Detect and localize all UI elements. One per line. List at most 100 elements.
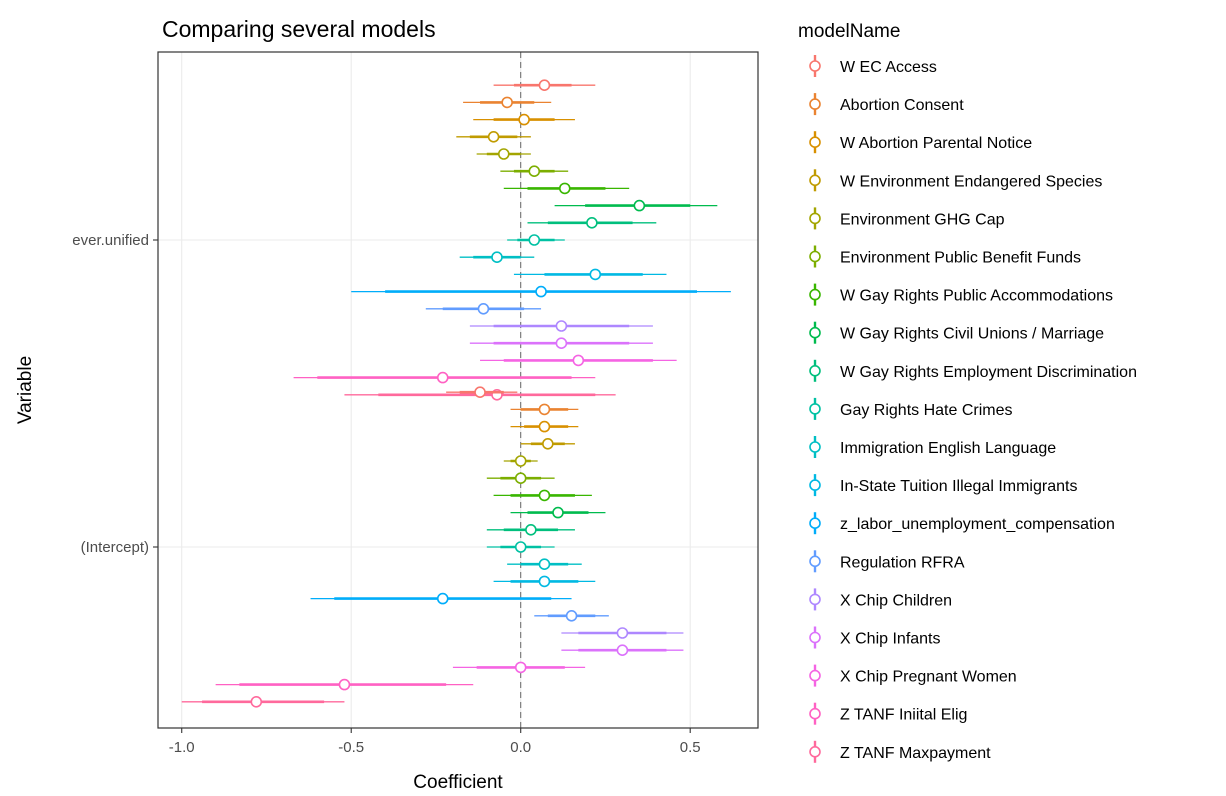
coef-mark [486, 541, 555, 553]
point-estimate [477, 302, 490, 315]
coef-mark [561, 644, 684, 657]
coef-mark [513, 268, 667, 281]
point-estimate [250, 695, 263, 708]
legend-key-point [809, 631, 821, 644]
legend-label: Regulation RFRA [840, 554, 965, 571]
legend-key-point [809, 441, 821, 453]
point-estimate [552, 506, 564, 519]
coef-mark [493, 79, 596, 91]
legend-label: W EC Access [840, 59, 937, 76]
point-estimate [338, 678, 351, 691]
x-axis-ticks: -1.0 -0.5 0.0 0.5 [169, 728, 701, 756]
y-axis-title: Variable [15, 356, 36, 424]
point-estimate [528, 234, 541, 246]
coef-mark [493, 489, 592, 502]
point-estimate [497, 148, 510, 160]
legend-label: W Gay Rights Civil Unions / Marriage [840, 326, 1104, 343]
coef-mark [554, 199, 718, 212]
legend-item: Immigration English Language [809, 436, 1056, 458]
coef-mark [425, 302, 542, 315]
legend-item: Z TANF Maxpayment [809, 740, 991, 763]
coef-mark [351, 285, 731, 298]
coef-mark [510, 506, 606, 519]
point-estimate [586, 217, 598, 229]
legend-label: Environment Public Benefit Funds [840, 250, 1081, 267]
point-estimate [565, 609, 578, 622]
point-estimate [538, 420, 551, 433]
legend-label: Abortion Consent [840, 97, 964, 114]
point-estimate [514, 455, 527, 467]
coef-mark [469, 337, 653, 350]
legend-label: Z TANF Maxpayment [840, 745, 991, 762]
coef-mark [310, 592, 572, 605]
legend-label: W Abortion Parental Notice [840, 135, 1032, 152]
legend-key-point [809, 174, 821, 187]
coef-mark [534, 609, 609, 622]
legend-item: W EC Access [809, 55, 937, 77]
legend-item: X Chip Pregnant Women [809, 664, 1017, 687]
coef-mark [293, 371, 596, 384]
legend-item: W Environment Endangered Species [809, 169, 1102, 192]
legend-item: z_labor_unemployment_compensation [809, 512, 1115, 535]
point-estimate [491, 251, 503, 264]
legend-label: X Chip Infants [840, 631, 941, 648]
panel-border [157, 51, 759, 729]
x-axis-title: Coefficient [413, 772, 503, 793]
series-marks [181, 79, 731, 708]
coef-mark [507, 558, 582, 571]
point-estimate [589, 268, 602, 281]
coef-mark [503, 182, 630, 195]
legend-title: modelName [798, 21, 900, 42]
point-estimate [616, 644, 629, 657]
legend-key-point [809, 288, 821, 301]
point-estimate [514, 661, 527, 674]
legend-item: Z TANF Iniital Elig [809, 702, 967, 725]
point-estimate [514, 472, 527, 485]
point-estimate [572, 354, 585, 367]
coef-mark [480, 354, 677, 367]
coef-mark [561, 627, 684, 639]
coef-mark [486, 472, 555, 485]
point-estimate [487, 131, 500, 143]
legend-key-point [809, 669, 821, 682]
legend-key-point [809, 403, 821, 415]
coef-mark [503, 455, 538, 467]
legend-key-point [809, 707, 821, 720]
point-estimate [616, 627, 629, 639]
point-estimate [525, 523, 537, 536]
legend-item: Abortion Consent [809, 93, 964, 116]
legend-item: W Gay Rights Public Accommodations [809, 283, 1113, 306]
point-estimate [538, 575, 551, 588]
y-axis-ticks: ever.unified (Intercept) [72, 232, 158, 556]
legend-key-point [809, 364, 821, 377]
point-estimate [558, 182, 571, 195]
point-estimate [474, 386, 486, 399]
point-estimate [633, 199, 646, 212]
legend-item: Regulation RFRA [809, 550, 965, 573]
coef-mark [181, 695, 345, 708]
coef-mark [463, 96, 552, 109]
plot-panel [157, 51, 759, 729]
panel-background [158, 52, 758, 728]
point-estimate [538, 489, 551, 502]
legend-label: Z TANF Iniital Elig [840, 707, 967, 724]
coef-mark [510, 420, 579, 433]
coef-mark [486, 523, 575, 536]
legend-label: Environment GHG Cap [840, 211, 1005, 228]
x-tick-label: 0.0 [510, 739, 531, 756]
point-estimate [436, 371, 449, 384]
legend-key-point [809, 517, 821, 530]
legend-item: W Gay Rights Civil Unions / Marriage [809, 321, 1104, 344]
coef-mark [215, 678, 474, 691]
coef-mark [527, 217, 657, 229]
legend-item: W Abortion Parental Notice [809, 131, 1032, 154]
point-estimate [538, 403, 551, 416]
coef-mark [510, 403, 579, 416]
point-estimate [436, 592, 449, 605]
coef-mark [473, 113, 575, 126]
legend-label: X Chip Pregnant Women [840, 669, 1017, 686]
legend-key-point [809, 212, 821, 225]
coef-mark [493, 575, 596, 588]
legend-item: X Chip Infants [809, 626, 941, 649]
